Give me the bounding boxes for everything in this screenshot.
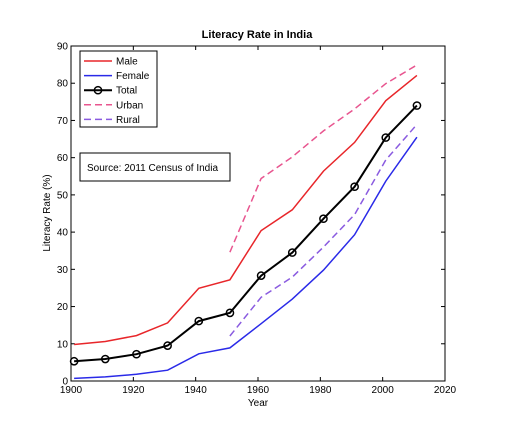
axis-ticks: 1900 1920 1940 1960 1980 2000 2020 0 10 20 30 40 50 6… (57, 42, 457, 397)
legend-label-female: Female (116, 71, 150, 82)
data-point-total (69, 356, 79, 366)
data-point-total (256, 271, 266, 281)
series-line-male (74, 74, 418, 346)
x-tick-label: 1940 (185, 385, 208, 396)
series-line-rural (229, 124, 418, 337)
y-tick-label: 60 (57, 153, 69, 164)
legend-label-rural: Rural (116, 115, 140, 126)
legend-marker-total (93, 85, 103, 95)
source-box (79, 152, 231, 182)
data-point-total (319, 214, 328, 224)
source-text: Source: 2011 Census of India (87, 163, 218, 174)
legend-label-total: Total (116, 86, 137, 97)
data-point-total (350, 182, 359, 192)
legend-label-male: Male (116, 57, 138, 68)
legend-label-urban: Urban (116, 100, 143, 111)
x-axis-label: Year (248, 398, 269, 409)
y-tick-label: 40 (57, 228, 69, 239)
y-tick-label: 0 (62, 377, 68, 388)
series-line-female (74, 136, 418, 380)
chart-title: Literacy Rate in India (202, 29, 314, 41)
y-tick-label: 50 (57, 190, 69, 201)
y-tick-label: 90 (57, 42, 69, 53)
y-tick-label: 10 (57, 339, 69, 350)
y-tick-label: 80 (57, 79, 69, 90)
y-tick-label: 30 (57, 265, 69, 276)
x-tick-label: 1980 (309, 385, 332, 396)
x-tick-label: 1960 (247, 385, 270, 396)
y-tick-label: 20 (57, 302, 69, 313)
legend-box (79, 50, 158, 128)
x-tick-label: 2000 (372, 385, 395, 396)
source-annotation: Source: 2011 Census of India (79, 152, 231, 182)
x-tick-label: 2020 (434, 385, 457, 396)
data-point-total (194, 316, 204, 326)
data-point-total (381, 133, 391, 142)
data-point-total (225, 308, 235, 318)
y-axis-label: Literacy Rate (%) (42, 174, 53, 251)
data-point-total (412, 101, 422, 110)
series-line-urban (229, 64, 418, 253)
data-point-total (163, 341, 172, 350)
legend: Male Female Total Urban Rural (79, 50, 158, 128)
series-line-total (74, 104, 418, 363)
data-point-total (132, 349, 141, 359)
data-point-total (100, 354, 110, 364)
series-lines (69, 64, 422, 380)
y-tick-label: 70 (57, 116, 69, 127)
data-point-total (287, 248, 297, 257)
x-tick-label: 1900 (60, 385, 83, 396)
x-tick-label: 1920 (122, 385, 145, 396)
